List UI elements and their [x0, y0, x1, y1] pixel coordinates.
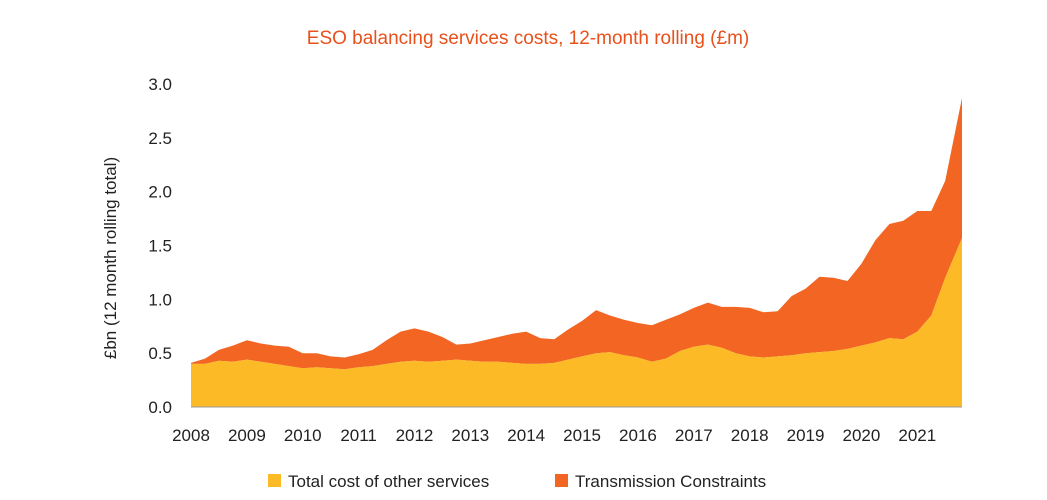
x-tick-labels: 2008 2009 2010 2011 2012 2013 2014 2015 2016 2017…: [172, 426, 936, 445]
plot-areas: [191, 98, 962, 407]
x-tick-label: 2016: [619, 426, 657, 445]
x-tick-label: 2014: [507, 426, 545, 445]
x-tick-label: 2008: [172, 426, 210, 445]
x-tick-label: 2020: [843, 426, 881, 445]
y-tick-label: 2.5: [148, 129, 172, 148]
y-tick-label: 3.0: [148, 75, 172, 94]
x-tick-label: 2009: [228, 426, 266, 445]
legend-swatch-transmission-constraints: [555, 474, 568, 487]
x-tick-label: 2011: [340, 426, 377, 445]
y-axis-label: £bn (12 month rolling total): [101, 157, 120, 359]
x-tick-label: 2019: [787, 426, 825, 445]
area-series-other-services: [191, 238, 962, 407]
x-tick-label: 2012: [396, 426, 434, 445]
chart-title: ESO balancing services costs, 12-month r…: [307, 28, 749, 49]
x-tick-label: 2015: [563, 426, 601, 445]
legend: Total cost of other services Transmissio…: [268, 472, 766, 491]
x-tick-label: 2021: [898, 426, 936, 445]
legend-label-transmission-constraints: Transmission Constraints: [575, 472, 766, 491]
legend-label-other-services: Total cost of other services: [288, 472, 489, 491]
y-tick-label: 0.0: [148, 398, 172, 417]
x-tick-label: 2013: [451, 426, 489, 445]
y-tick-label: 1.5: [148, 237, 172, 256]
y-tick-labels: 0.0 0.5 1.0 1.5 2.0 2.5 3.0: [148, 75, 172, 417]
y-tick-label: 2.0: [148, 183, 172, 202]
y-tick-label: 1.0: [148, 290, 172, 309]
legend-swatch-other-services: [268, 474, 281, 487]
area-series-transmission-constraints: [191, 98, 962, 370]
x-tick-label: 2017: [675, 426, 713, 445]
x-tick-label: 2010: [284, 426, 322, 445]
x-tick-label: 2018: [731, 426, 769, 445]
y-tick-label: 0.5: [148, 344, 172, 363]
